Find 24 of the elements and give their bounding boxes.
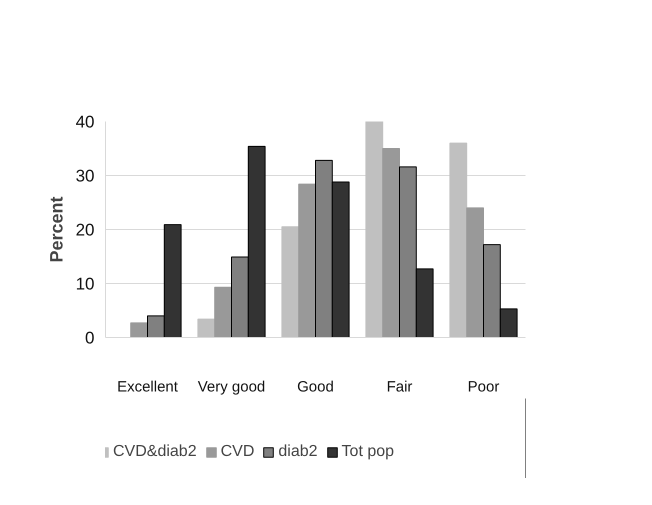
x-tick-label: Very good [198,378,266,396]
bar [365,122,384,338]
x-tick-label: Excellent [117,378,179,396]
y-axis-title: Percent [46,196,67,263]
y-tick-label: 0 [85,328,95,348]
bar [214,286,232,338]
bar [298,184,316,338]
bar [281,226,300,338]
bar [130,322,148,338]
y-tick-label: 20 [76,220,95,240]
y-tick-label: 10 [76,274,95,294]
legend-label: Tot pop [342,443,394,461]
bar [466,207,484,338]
bar [382,148,400,338]
legend-label: CVD [220,443,254,461]
y-tick-label: 40 [76,112,95,132]
bar [197,318,216,338]
y-tick-label: 30 [76,166,95,186]
x-tick-label: Good [297,378,334,396]
bar [449,142,468,338]
x-tick-label: Poor [468,378,500,396]
x-tick-label: Fair [386,378,412,396]
legend-label: diab2 [278,443,318,461]
legend-label: CVD&diab2 [113,443,197,461]
